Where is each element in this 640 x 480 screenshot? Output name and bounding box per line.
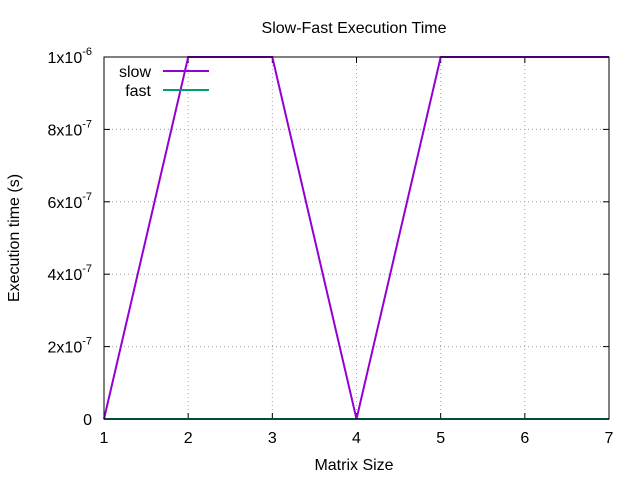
x-tick-label: 2 <box>184 430 193 447</box>
plot-frame <box>103 56 610 420</box>
x-tick-label: 3 <box>268 430 277 447</box>
y-tick-label: 0 <box>83 412 92 429</box>
y-tick-label: 6x10-7 <box>48 191 92 212</box>
y-axis-label: Execution time (s) <box>6 174 23 302</box>
legend: slow fast <box>119 64 209 100</box>
x-tick-label: 4 <box>352 430 361 447</box>
x-tick-label: 5 <box>436 430 445 447</box>
y-tick-label: 2x10-7 <box>48 336 92 357</box>
x-axis-label: Matrix Size <box>314 457 393 474</box>
x-tick-label: 6 <box>520 430 529 447</box>
y-tick-label: 4x10-7 <box>48 263 92 284</box>
x-tick-label: 7 <box>605 430 614 447</box>
legend-label-slow: slow <box>119 64 151 81</box>
y-tick-label: 8x10-7 <box>48 118 92 139</box>
grid <box>104 57 609 419</box>
chart-title: Slow-Fast Execution Time <box>262 20 447 37</box>
x-tick-labels: 1 2 3 4 5 6 7 <box>100 430 614 447</box>
y-tick-label: 1x10-6 <box>48 46 92 67</box>
x-tick-label: 1 <box>100 430 109 447</box>
legend-label-fast: fast <box>125 83 151 100</box>
y-tick-labels: 0 2x10-7 4x10-7 6x10-7 8x10-7 1x10-6 <box>48 46 93 429</box>
